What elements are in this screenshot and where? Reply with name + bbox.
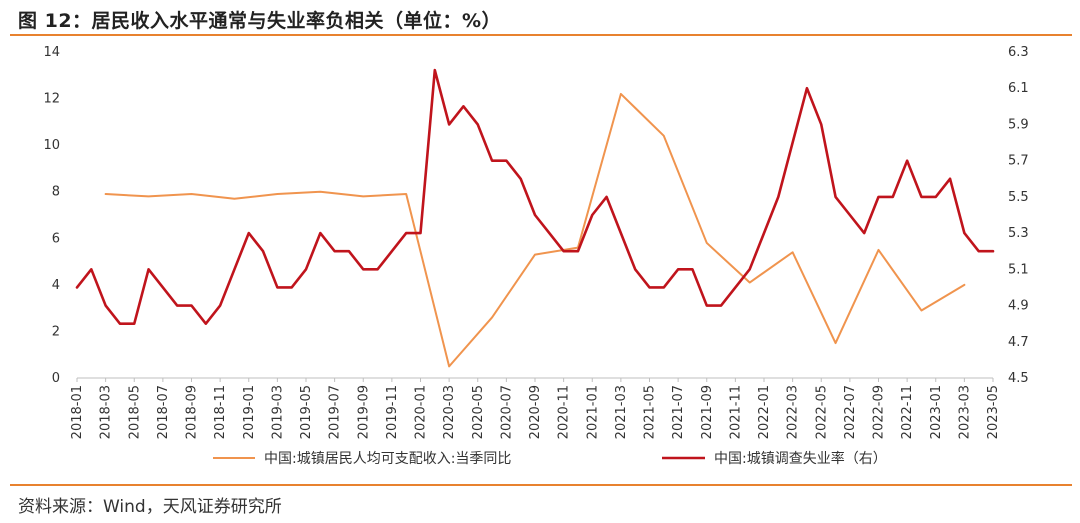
y-right-tick-label: 5.3 [1008, 226, 1029, 241]
x-tick-label: 2019-03 [270, 385, 285, 439]
y-left-tick-label: 10 [43, 138, 60, 153]
x-tick-label: 2020-11 [557, 385, 572, 439]
x-tick-label: 2020-03 [442, 385, 457, 439]
y-left-tick-label: 2 [52, 324, 60, 339]
x-tick-label: 2021-09 [700, 385, 715, 439]
x-tick-label: 2022-01 [757, 385, 772, 439]
income-growth-line [104, 92, 966, 368]
legend-income-label: 中国:城镇居民人均可支配收入:当季同比 [264, 451, 511, 467]
x-tick-label: 2021-07 [671, 385, 686, 439]
x-tick-label: 2020-09 [528, 385, 543, 439]
x-tick-label: 2019-01 [242, 385, 257, 439]
x-tick-label: 2019-11 [385, 385, 400, 439]
x-tick-label: 2018-07 [156, 385, 171, 439]
y-right-tick-label: 5.7 [1008, 154, 1029, 169]
chart: 0 2 4 6 8 10 12 14 4.5 4.7 4.9 5.1 5.3 5.5 5.7 5.9 6.1 6.… [43, 45, 1029, 467]
x-tick-label: 2023-03 [957, 385, 972, 439]
x-tick-label: 2018-03 [99, 385, 114, 439]
y-right-tick-label: 6.1 [1008, 81, 1029, 96]
x-tick-label: 2021-11 [728, 385, 743, 439]
x-tick-label: 2020-01 [414, 385, 429, 439]
unemployment-rate-line [75, 68, 995, 325]
x-tick-label: 2022-05 [814, 385, 829, 439]
x-tick-label: 2021-01 [585, 385, 600, 439]
x-tick-label: 2019-07 [328, 385, 343, 439]
y-right-tick-label: 4.5 [1008, 371, 1029, 386]
x-tick-label: 2020-05 [471, 385, 486, 439]
x-tick-label: 2018-11 [213, 385, 228, 439]
x-tick-label: 2021-05 [643, 385, 658, 439]
x-tick-label: 2018-01 [70, 385, 85, 439]
y-right-tick-label: 6.3 [1008, 45, 1029, 60]
x-tick-label: 2019-05 [299, 385, 314, 439]
x-tick-label: 2021-03 [614, 385, 629, 439]
x-tick-label: 2018-09 [185, 385, 200, 439]
title-underline [10, 34, 1072, 36]
x-tick-label: 2018-05 [127, 385, 142, 439]
legend-unemployment-label: 中国:城镇调查失业率（右） [714, 450, 887, 467]
x-tick-label: 2023-01 [929, 385, 944, 439]
x-tick-label: 2019-09 [356, 385, 371, 439]
y-left-tick-label: 8 [52, 185, 60, 200]
y-right-tick-label: 5.1 [1008, 262, 1029, 277]
y-right-tick-label: 5.9 [1008, 117, 1029, 132]
x-tick-label: 2023-05 [986, 385, 1001, 439]
y-left-tick-label: 0 [52, 371, 60, 386]
x-tick-label: 2022-03 [786, 385, 801, 439]
source-divider [10, 484, 1072, 486]
x-tick-label: 2020-07 [499, 385, 514, 439]
y-right-tick-label: 4.9 [1008, 299, 1029, 314]
x-tick-label: 2022-11 [900, 385, 915, 439]
x-tick-label: 2022-07 [843, 385, 858, 439]
y-left-tick-label: 6 [52, 231, 60, 246]
source-note: 资料来源：Wind，天风证券研究所 [18, 497, 282, 517]
x-tick-label: 2022-09 [872, 385, 887, 439]
y-right-tick-label: 5.5 [1008, 190, 1029, 205]
y-left-tick-label: 12 [43, 92, 60, 107]
y-left-tick-label: 14 [43, 45, 60, 60]
y-right-tick-label: 4.7 [1008, 335, 1029, 350]
y-left-tick-label: 4 [52, 278, 60, 293]
chart-title: 图 12：居民收入水平通常与失业率负相关（单位：%） [18, 10, 502, 32]
